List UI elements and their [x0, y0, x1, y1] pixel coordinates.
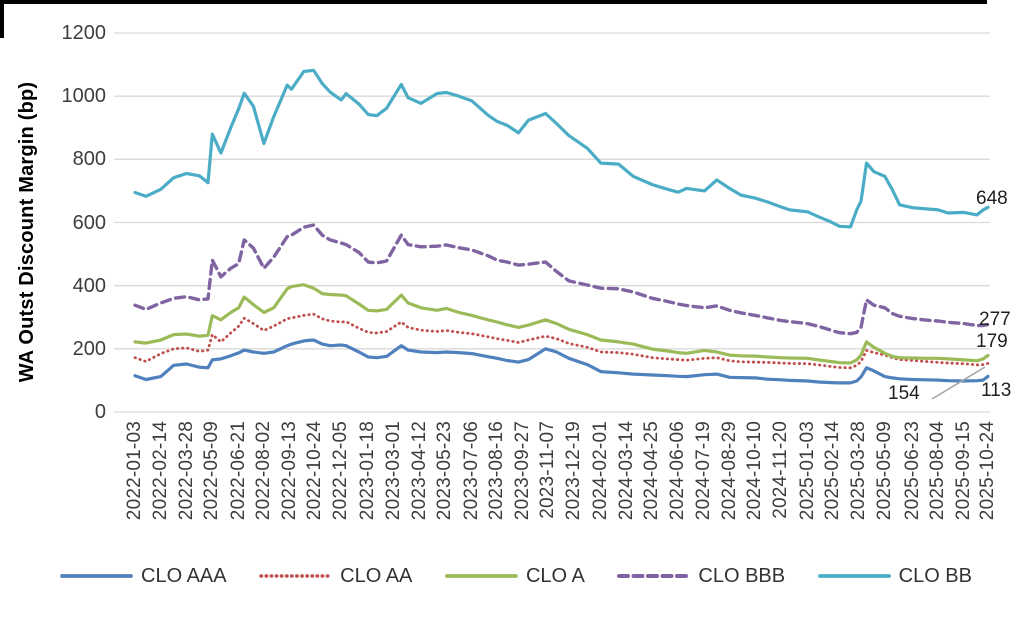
- x-tick-label: 2023-09-27: [511, 421, 533, 521]
- x-tick-label: 2024-10-10: [744, 421, 766, 521]
- series-end-label: 648: [976, 188, 1008, 209]
- x-tick-label: 2025-09-15: [953, 421, 975, 521]
- legend-label: CLO A: [525, 564, 585, 587]
- x-tick-label: 2025-02-14: [822, 421, 844, 521]
- x-tick-label: 2023-08-16: [486, 421, 508, 521]
- x-tick-label: 2022-08-02: [253, 421, 275, 521]
- top-border-bar: [0, 0, 987, 4]
- x-tick-label: 2025-08-04: [927, 421, 949, 521]
- series-end-label: 179: [976, 331, 1008, 352]
- x-tick-label: 2022-10-24: [304, 421, 326, 521]
- x-tick-label: 2023-05-23: [433, 421, 455, 521]
- x-tick-label: 2025-03-28: [848, 421, 870, 521]
- x-tick-label: 2025-01-03: [796, 421, 818, 521]
- x-tick-label: 2022-12-05: [330, 421, 352, 521]
- x-tick-label: 2024-03-14: [615, 421, 637, 521]
- series-line-clo-aaa: [133, 338, 990, 385]
- legend-line-swatch: [817, 574, 891, 578]
- x-tick-label: 2023-12-19: [562, 421, 584, 521]
- y-tick-label: 1000: [61, 85, 107, 108]
- x-tick-label: 2024-07-19: [693, 421, 715, 521]
- legend-line-swatch: [617, 574, 691, 578]
- series-end-label: 154: [888, 383, 920, 404]
- x-tick-label: 2023-11-07: [536, 421, 558, 519]
- x-tick-label: 2022-09-13: [279, 421, 301, 521]
- series-line-clo-bb: [133, 68, 990, 229]
- legend-line-swatch: [445, 574, 518, 578]
- x-tick-label: 2025-05-09: [873, 421, 895, 521]
- x-tick-label: 2023-07-06: [460, 421, 482, 521]
- x-tick-label: 2024-02-01: [589, 421, 611, 521]
- series-line-clo-aa: [133, 312, 990, 370]
- chart-legend: CLO AAA CLO AA CLO A CLO BBB CLO BB: [60, 563, 972, 589]
- legend-label: CLO AAA: [141, 564, 227, 587]
- x-tick-label: 2024-04-25: [641, 421, 663, 521]
- left-border-bar: [0, 0, 4, 38]
- legend-line-swatch: [60, 574, 133, 578]
- x-tick-label: 2025-10-24: [977, 421, 998, 521]
- series-line-clo-a: [133, 283, 990, 365]
- x-tick-label: 2024-08-29: [718, 421, 740, 521]
- x-tick-label: 2023-04-12: [408, 421, 430, 521]
- legend-item-clo-bbb: CLO BBB: [617, 565, 785, 588]
- x-tick-label: 2025-06-23: [901, 421, 923, 521]
- x-tick-label: 2023-01-18: [357, 421, 379, 521]
- x-tick-label: 2022-01-03: [124, 421, 145, 521]
- series-line-clo-bbb: [133, 223, 990, 336]
- series-end-label: 113: [981, 380, 1012, 401]
- legend-label: CLO AA: [340, 564, 413, 587]
- legend-item-clo-aa: CLO AA: [259, 565, 412, 588]
- x-tick-label: 2022-05-09: [201, 421, 223, 521]
- x-tick-label: 2022-02-14: [149, 421, 171, 521]
- y-tick-label: 400: [72, 274, 106, 297]
- y-tick-label: 0: [94, 401, 106, 423]
- legend-label: CLO BB: [898, 564, 972, 587]
- x-tick-label: 2023-03-01: [382, 421, 404, 521]
- legend-item-clo-aaa: CLO AAA: [60, 565, 227, 588]
- y-tick-label: 1200: [61, 22, 107, 44]
- label-leader-line: [931, 366, 986, 400]
- legend-item-clo-bb: CLO BB: [817, 564, 972, 588]
- x-tick-label: 2022-03-28: [175, 421, 197, 521]
- x-tick-label: 2022-06-21: [227, 421, 249, 521]
- series-end-label: 277: [979, 309, 1011, 330]
- legend-item-clo-a: CLO A: [445, 565, 585, 588]
- legend-line-swatch: [259, 574, 332, 578]
- y-tick-label: 200: [72, 337, 106, 360]
- x-tick-label: 2024-11-20: [769, 421, 791, 519]
- legend-label: CLO BBB: [698, 564, 786, 587]
- y-tick-label: 800: [72, 148, 106, 171]
- y-tick-label: 600: [72, 211, 106, 234]
- x-tick-label: 2024-06-06: [667, 421, 689, 521]
